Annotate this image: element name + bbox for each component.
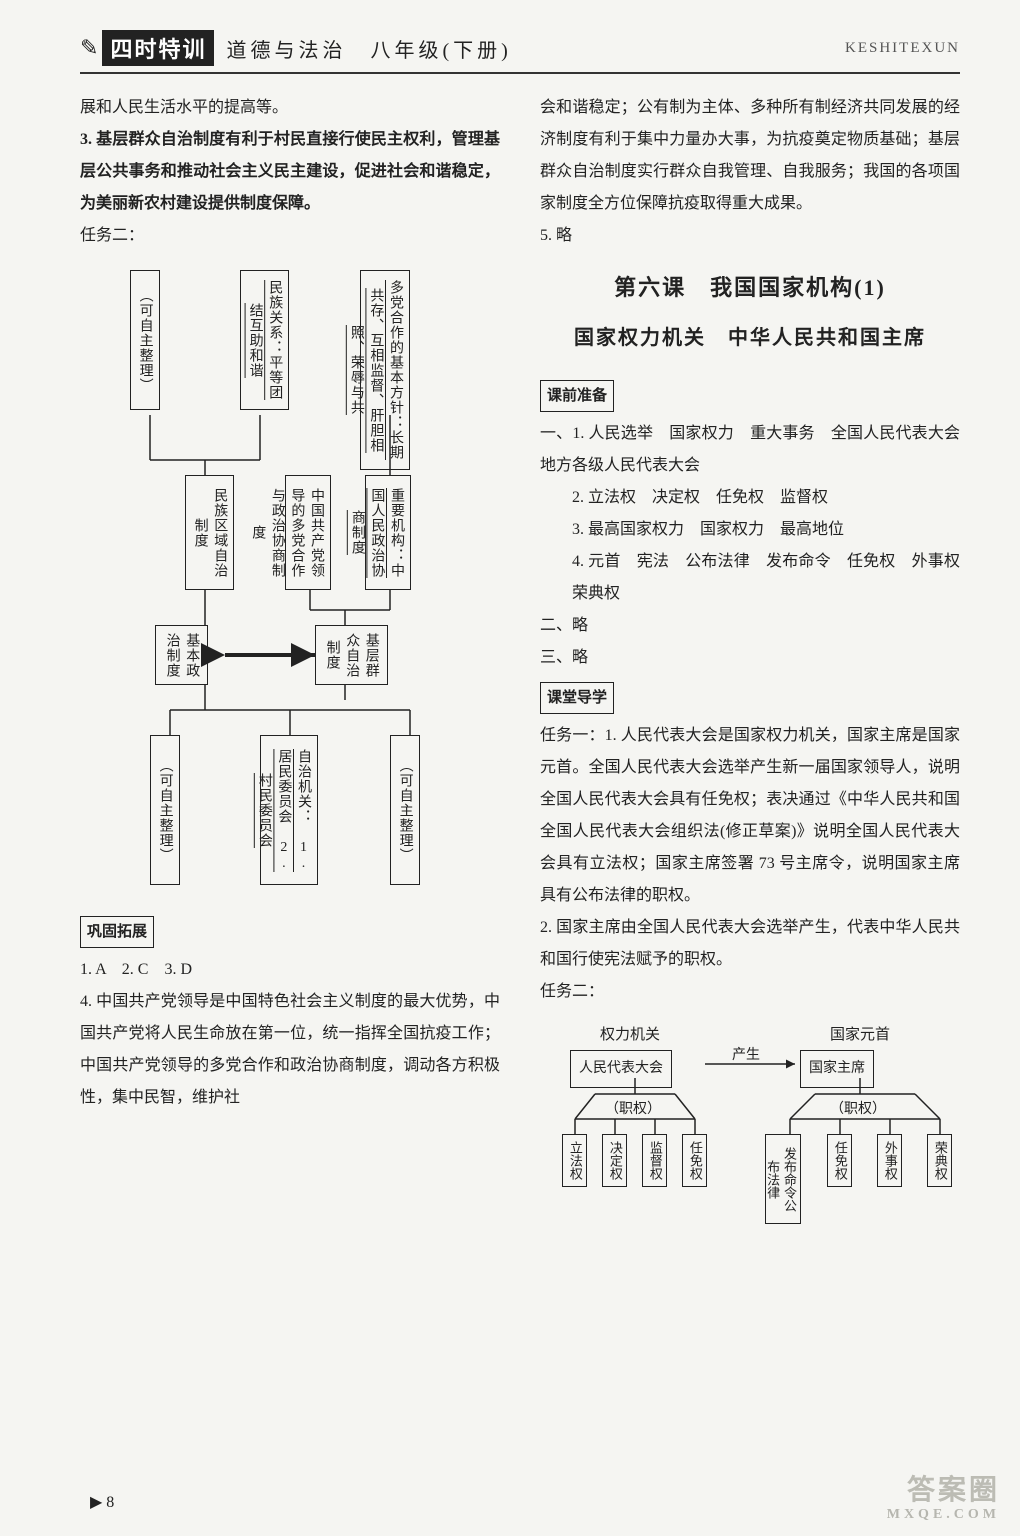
point-5: 5. 略 <box>540 220 960 252</box>
d2-zhiquan-l: （职权） <box>605 1096 661 1124</box>
header-pinyin: KESHITEXUN <box>845 40 960 57</box>
d2-leaf-r0: 发布命令公布法律 <box>765 1134 801 1224</box>
d1-box11: （可自主整理） <box>390 735 420 885</box>
header-logo: 四时特训 <box>102 30 214 66</box>
left-intro: 展和人民生活水平的提高等。 <box>80 92 500 124</box>
watermark: 答案圈 MXQE.COM <box>887 1476 1000 1522</box>
task2-r-label: 任务二： <box>540 976 960 1008</box>
watermark-main: 答案圈 <box>907 1475 1000 1506</box>
d2-node-president: 国家主席 <box>800 1050 874 1088</box>
san: 三、略 <box>540 642 960 674</box>
prep-label: 课前准备 <box>540 380 614 412</box>
d2-leaf-l1: 决定权 <box>602 1134 627 1187</box>
page-header: ✎ 四时特训 道德与法治 八年级(下册) KESHITEXUN <box>80 30 960 74</box>
left-point-3: 3. 基层群众自治制度有利于村民直接行使民主权利，管理基层公共事务和推动社会主义… <box>80 124 500 220</box>
d2-middle: 产生 <box>732 1042 760 1070</box>
watermark-sub: MXQE.COM <box>887 1507 1000 1522</box>
d2-label-right: 国家元首 <box>830 1020 890 1050</box>
d2-leaf-r1: 任免权 <box>827 1134 852 1187</box>
logo-icon: ✎ <box>80 35 98 61</box>
d1-box10: 自治机关： 1. 居民委员会 2. 村民委员会 <box>260 735 318 885</box>
d1-box8: 基层群众自治制度 <box>315 625 388 685</box>
d2-leaf-r3: 荣典权 <box>927 1134 952 1187</box>
yi-3: 3. 最高国家权力 国家权力 最高地位 <box>540 514 960 546</box>
yi-4: 4. 元首 宪法 公布法律 发布命令 任免权 外事权 荣典权 <box>540 546 960 610</box>
page-number: ▶ 8 <box>90 1492 114 1512</box>
d1-box5: 中国共产党领导的多党合作与政治协商制度 <box>285 475 331 590</box>
task1-1: 任务一：1. 人民代表大会是国家权力机关，国家主席是国家元首。全国人民代表大会选… <box>540 720 960 912</box>
left-point-4: 4. 中国共产党领导是中国特色社会主义制度的最大优势，中国共产党将人民生命放在第… <box>80 986 500 1114</box>
task1-2: 2. 国家主席由全国人民代表大会选举产生，代表中华人民共和国行使宪法赋予的职权。 <box>540 912 960 976</box>
d1-box3: 多党合作的基本方针：长期共存、互相监督、肝胆相照、荣辱与共 <box>360 270 410 470</box>
er: 二、略 <box>540 610 960 642</box>
d1-box1: （可自主整理） <box>130 270 160 410</box>
d2-leaf-l3: 任免权 <box>682 1134 707 1187</box>
d1-box9: （可自主整理） <box>150 735 180 885</box>
lesson-title: 第六课 我国国家机构(1) <box>540 266 960 310</box>
gongu-label: 巩固拓展 <box>80 916 154 948</box>
diagram-political-system: （可自主整理） 民族关系：平等团结互助和谐 多党合作的基本方针：长期共存、互相监… <box>90 260 460 900</box>
lesson-subtitle: 国家权力机关 中华人民共和国主席 <box>540 318 960 358</box>
d2-node-npc: 人民代表大会 <box>570 1050 672 1088</box>
class-label: 课堂导学 <box>540 682 614 714</box>
mc-answers: 1. A 2. C 3. D <box>80 954 500 986</box>
left-column: 展和人民生活水平的提高等。 3. 基层群众自治制度有利于村民直接行使民主权利，管… <box>80 92 500 1224</box>
d2-leaf-r2: 外事权 <box>877 1134 902 1187</box>
task2-label: 任务二： <box>80 220 500 252</box>
d1-box4: 民族区域自治制度 <box>185 475 234 590</box>
d1-box7: 基本政治制度 <box>155 625 208 685</box>
continuation-text: 会和谐稳定；公有制为主体、多种所有制经济共同发展的经济制度有利于集中力量办大事，… <box>540 92 960 220</box>
d2-leaf-l2: 监督权 <box>642 1134 667 1187</box>
d2-label-left: 权力机关 <box>600 1020 660 1050</box>
d2-zhiquan-r: （职权） <box>830 1096 886 1124</box>
header-subtitle: 道德与法治 八年级(下册) <box>226 34 511 63</box>
right-column: 会和谐稳定；公有制为主体、多种所有制经济共同发展的经济制度有利于集中力量办大事，… <box>540 92 960 1224</box>
d1-box6: 重要机构：中国人民政治协商制度 <box>365 475 411 590</box>
diagram-state-organs: 权力机关 国家元首 人民代表大会 产生 国家主席 （职权） （职权） 立法权 决… <box>540 1014 960 1224</box>
d2-leaf-l0: 立法权 <box>562 1134 587 1187</box>
yi-1: 一、1. 人民选举 国家权力 重大事务 全国人民代表大会 地方各级人民代表大会 <box>540 418 960 482</box>
d1-box2: 民族关系：平等团结互助和谐 <box>240 270 289 410</box>
yi-2: 2. 立法权 决定权 任免权 监督权 <box>540 482 960 514</box>
